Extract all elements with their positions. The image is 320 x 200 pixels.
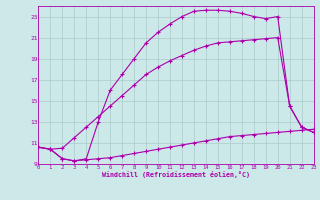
X-axis label: Windchill (Refroidissement éolien,°C): Windchill (Refroidissement éolien,°C) [102,171,250,178]
